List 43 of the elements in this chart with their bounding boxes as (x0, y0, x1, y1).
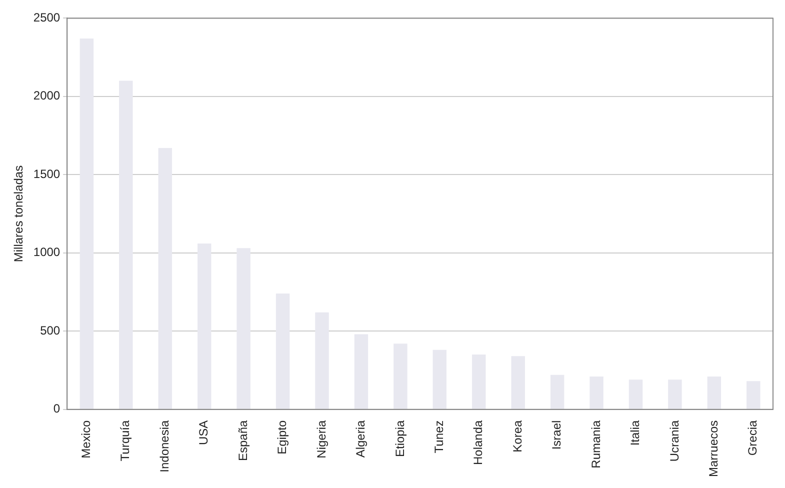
y-tick-label: 2500 (33, 10, 60, 25)
bar (119, 80, 133, 409)
bar (80, 38, 94, 409)
bar (511, 356, 525, 409)
x-tick-label: Holanda (471, 420, 486, 466)
bar (158, 148, 172, 409)
x-tick-label: Marruecos (706, 420, 720, 478)
bar (315, 312, 329, 409)
bar (472, 354, 486, 409)
bar (394, 344, 408, 409)
bar (197, 243, 212, 409)
x-tick-label: España (236, 420, 250, 462)
x-tick-label: Italia (628, 420, 642, 446)
x-tick-label: Egipto (275, 420, 290, 454)
bar (590, 376, 604, 409)
bar (746, 381, 760, 409)
x-tick-label: Etiopia (392, 420, 407, 458)
x-tick-label: Grecia (746, 420, 760, 456)
y-tick-label: 1000 (33, 245, 60, 260)
x-tick-label: Rumania (588, 420, 603, 468)
y-tick-label: 500 (40, 323, 60, 338)
x-tick-label: Tunez (432, 420, 446, 454)
bar (550, 374, 564, 409)
bar (668, 380, 682, 409)
x-tick-label: Algeria (354, 420, 368, 458)
y-tick-label: 0 (53, 402, 60, 416)
x-tick-label: Turquía (118, 420, 132, 462)
x-tick-label: Indonesia (157, 420, 172, 472)
x-tick-label: Israel (550, 420, 564, 450)
bar (354, 334, 368, 409)
bar (707, 376, 722, 409)
bar (236, 248, 250, 409)
y-axis-title: Millares toneladas (12, 165, 26, 262)
y-tick-label: 1500 (33, 166, 60, 181)
x-tick-label: USA (196, 420, 211, 446)
x-tick-label: Korea (510, 420, 524, 452)
x-tick-label: Mexico (79, 420, 94, 458)
x-tick-label: Nigeria (314, 420, 328, 458)
bar (276, 294, 290, 409)
y-tick-label: 2000 (33, 88, 60, 103)
bar (432, 350, 447, 409)
x-tick-label: Ucrania (667, 420, 682, 462)
bar (628, 380, 643, 409)
